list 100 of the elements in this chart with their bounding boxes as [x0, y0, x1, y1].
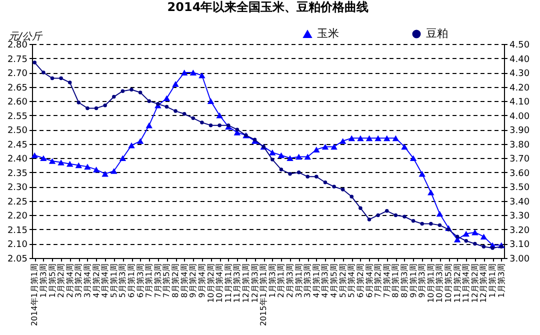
point — [163, 95, 170, 102]
x-tick-label: 6月第2周 — [356, 264, 365, 298]
x-tick-label: 10月第4周 — [215, 264, 224, 303]
point — [410, 155, 417, 162]
point — [76, 100, 81, 104]
point — [198, 72, 206, 78]
y-tick-label: 2.75 — [7, 54, 28, 65]
x-tick-label: 1月第5周 — [48, 264, 57, 298]
x-tick-label: 5月第2周 — [338, 264, 348, 298]
x-tick-label: 9月第1周 — [408, 264, 418, 298]
point — [112, 94, 116, 99]
point — [58, 160, 64, 166]
legend-label: 玉米 — [317, 27, 339, 40]
point — [252, 138, 257, 142]
point — [392, 135, 400, 142]
point — [314, 174, 318, 179]
x-tick-label: 9月第4周 — [197, 264, 206, 298]
point — [269, 150, 276, 156]
point — [323, 180, 328, 184]
point — [42, 70, 46, 74]
x-tick-label: 5月第4周 — [347, 264, 356, 298]
point — [120, 89, 125, 93]
y-tick-label: 2.40 — [7, 154, 28, 165]
point — [472, 229, 478, 236]
y-axis-title: 元/公斤 — [8, 30, 43, 42]
point — [191, 116, 196, 120]
point — [66, 160, 74, 167]
point — [86, 106, 90, 110]
point — [420, 222, 424, 226]
point — [146, 122, 152, 128]
point — [339, 138, 346, 144]
point — [138, 90, 142, 94]
point — [270, 158, 274, 162]
y2-tick-label: 3.60 — [510, 168, 530, 179]
x-tick-label: 3月第3周 — [303, 264, 312, 298]
point — [48, 158, 56, 164]
point — [207, 98, 214, 104]
y2-tick-label: 3.80 — [510, 140, 530, 150]
point — [330, 144, 338, 150]
point — [357, 135, 364, 142]
y-tick-label: 2.20 — [7, 212, 28, 222]
y-tick-label: 2.65 — [7, 83, 28, 94]
x-tick-label: 12月第2周 — [470, 264, 480, 303]
x-tick-label: 6月第1周 — [127, 264, 136, 298]
x-tick-label: 8月第3周 — [400, 264, 409, 298]
y-tick-label: 2.10 — [7, 240, 28, 250]
x-tick-label: 12月第1周 — [241, 264, 250, 303]
y2-tick-label: 3.00 — [510, 254, 530, 264]
point — [31, 152, 38, 158]
y-tick-label: 2.50 — [7, 126, 28, 136]
point — [84, 164, 91, 170]
point — [59, 76, 63, 80]
point — [92, 166, 100, 172]
point — [313, 146, 320, 152]
point — [286, 155, 294, 162]
y-tick-label: 2.45 — [7, 140, 28, 150]
point — [200, 120, 204, 124]
point — [174, 109, 178, 113]
point — [490, 246, 494, 250]
x-tick-label: 5月第3周 — [118, 264, 128, 298]
point — [482, 244, 486, 248]
x-tick-label: 2月第3周 — [286, 264, 295, 298]
y-tick-label: 2.05 — [7, 254, 28, 264]
x-tick-label: 7月第3周 — [153, 264, 162, 298]
point — [464, 239, 468, 243]
point — [367, 218, 372, 222]
point — [102, 170, 108, 177]
point — [411, 219, 416, 223]
point — [119, 155, 126, 162]
point — [332, 184, 336, 189]
point — [366, 135, 373, 142]
x-tick-label: 1月第1周 — [488, 264, 498, 298]
x-tick-label: 12月第4周 — [479, 264, 488, 303]
x-tick-label: 1月第3周 — [268, 264, 277, 298]
x-tick-label: 10月第3周 — [435, 264, 444, 303]
x-tick-label: 2月第2周 — [56, 264, 66, 298]
x-tick-label: 3月第4周 — [82, 264, 92, 298]
point — [348, 135, 356, 142]
x-tick-label: 4月第2周 — [92, 264, 101, 298]
point — [32, 60, 37, 64]
chart-title: 2014年以来全国玉米、豆粕价格曲线 — [167, 0, 369, 14]
point — [462, 230, 470, 237]
point — [438, 223, 442, 228]
y2-tick-label: 4.40 — [510, 54, 530, 65]
point — [68, 80, 72, 84]
y-tick-label: 2.35 — [7, 168, 28, 179]
x-tick-label: 2015年1月第1周 — [259, 264, 268, 326]
point — [446, 228, 450, 232]
point — [190, 70, 197, 76]
point — [235, 128, 240, 132]
point — [340, 188, 345, 192]
y2-tick-label: 3.40 — [510, 197, 530, 208]
point — [429, 222, 433, 226]
x-tick-label: 1月第3周 — [496, 264, 506, 298]
y2-tick-label: 3.50 — [510, 183, 530, 194]
point — [172, 81, 179, 87]
point — [306, 174, 310, 179]
x-tick-label: 7月第1周 — [144, 264, 154, 298]
y2-tick-label: 3.20 — [510, 226, 530, 236]
y2-tick-label: 3.70 — [510, 154, 530, 165]
